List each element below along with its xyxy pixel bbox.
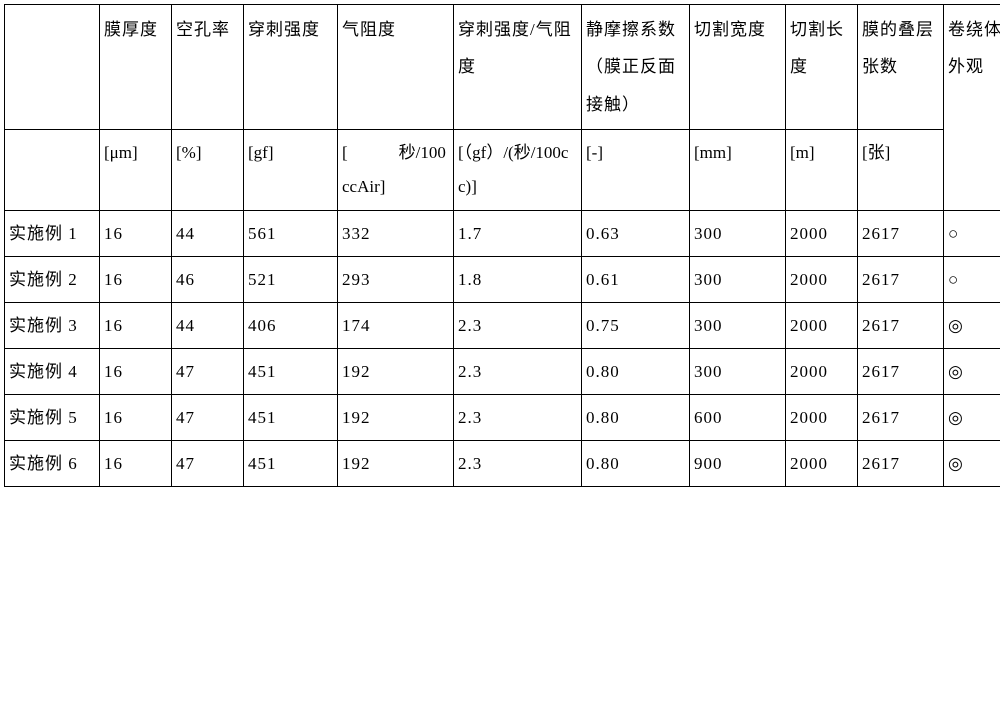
cell: 192 — [338, 441, 454, 487]
col-header-0 — [5, 5, 100, 130]
row-label: 实施例 2 — [5, 257, 100, 303]
cell: ◎ — [944, 303, 1000, 349]
col-unit-9: [张] — [858, 130, 944, 211]
cell: 2000 — [786, 211, 858, 257]
cell: 47 — [172, 395, 244, 441]
table-header-row: 膜厚度 空孔率 穿刺强度 气阻度 穿刺强度/气阻度 静摩擦系数（膜正反面接触） … — [5, 5, 1000, 130]
cell: 406 — [244, 303, 338, 349]
table-row: 实施例 6 16 47 451 192 2.3 0.80 900 2000 26… — [5, 441, 1000, 487]
cell: ○ — [944, 211, 1000, 257]
col-header-2: 空孔率 — [172, 5, 244, 130]
cell: 0.63 — [582, 211, 690, 257]
cell: 2.3 — [454, 303, 582, 349]
cell: 0.61 — [582, 257, 690, 303]
cell: 0.80 — [582, 441, 690, 487]
cell: 1.8 — [454, 257, 582, 303]
col-unit-0 — [5, 130, 100, 211]
cell: 44 — [172, 211, 244, 257]
cell: 1.7 — [454, 211, 582, 257]
cell: 174 — [338, 303, 454, 349]
cell: 0.80 — [582, 349, 690, 395]
table-row: 实施例 2 16 46 521 293 1.8 0.61 300 2000 26… — [5, 257, 1000, 303]
col-unit-4: [ 秒/100ccAir] — [338, 130, 454, 211]
cell: 2000 — [786, 303, 858, 349]
data-table: 膜厚度 空孔率 穿刺强度 气阻度 穿刺强度/气阻度 静摩擦系数（膜正反面接触） … — [4, 4, 1000, 487]
col-header-9: 膜的叠层张数 — [858, 5, 944, 130]
col-header-10: 卷绕体外观 — [944, 5, 1000, 211]
cell: 47 — [172, 349, 244, 395]
cell: ◎ — [944, 441, 1000, 487]
cell: 46 — [172, 257, 244, 303]
col-unit-1: [μm] — [100, 130, 172, 211]
cell: ◎ — [944, 395, 1000, 441]
cell: 2617 — [858, 349, 944, 395]
cell: 293 — [338, 257, 454, 303]
cell: 2617 — [858, 257, 944, 303]
col-unit-6: [-] — [582, 130, 690, 211]
col-header-5: 穿刺强度/气阻度 — [454, 5, 582, 130]
col-unit-5: [（gf）/(秒/100cc)] — [454, 130, 582, 211]
cell: 16 — [100, 303, 172, 349]
col-header-8: 切割长度 — [786, 5, 858, 130]
cell: ○ — [944, 257, 1000, 303]
cell: 47 — [172, 441, 244, 487]
row-label: 实施例 6 — [5, 441, 100, 487]
cell: 16 — [100, 441, 172, 487]
cell: 2000 — [786, 257, 858, 303]
cell: 2000 — [786, 349, 858, 395]
cell: 16 — [100, 349, 172, 395]
cell: 451 — [244, 349, 338, 395]
col-unit-2: [%] — [172, 130, 244, 211]
cell: 192 — [338, 395, 454, 441]
cell: ◎ — [944, 349, 1000, 395]
row-label: 实施例 3 — [5, 303, 100, 349]
cell: 2.3 — [454, 395, 582, 441]
cell: 451 — [244, 395, 338, 441]
cell: 2617 — [858, 441, 944, 487]
col-unit-7: [mm] — [690, 130, 786, 211]
cell: 451 — [244, 441, 338, 487]
row-label: 实施例 5 — [5, 395, 100, 441]
cell: 192 — [338, 349, 454, 395]
cell: 2617 — [858, 395, 944, 441]
cell: 2617 — [858, 211, 944, 257]
cell: 0.75 — [582, 303, 690, 349]
cell: 300 — [690, 349, 786, 395]
cell: 2.3 — [454, 349, 582, 395]
cell: 900 — [690, 441, 786, 487]
col-unit-8: [m] — [786, 130, 858, 211]
table-row: 实施例 4 16 47 451 192 2.3 0.80 300 2000 26… — [5, 349, 1000, 395]
cell: 521 — [244, 257, 338, 303]
table-row: 实施例 5 16 47 451 192 2.3 0.80 600 2000 26… — [5, 395, 1000, 441]
cell: 16 — [100, 395, 172, 441]
cell: 600 — [690, 395, 786, 441]
cell: 0.80 — [582, 395, 690, 441]
cell: 561 — [244, 211, 338, 257]
cell: 300 — [690, 303, 786, 349]
cell: 2617 — [858, 303, 944, 349]
cell: 44 — [172, 303, 244, 349]
col-header-6: 静摩擦系数（膜正反面接触） — [582, 5, 690, 130]
row-label: 实施例 4 — [5, 349, 100, 395]
cell: 2000 — [786, 395, 858, 441]
col-header-7: 切割宽度 — [690, 5, 786, 130]
cell: 332 — [338, 211, 454, 257]
col-header-1: 膜厚度 — [100, 5, 172, 130]
cell: 300 — [690, 211, 786, 257]
col-header-3: 穿刺强度 — [244, 5, 338, 130]
table-row: 实施例 1 16 44 561 332 1.7 0.63 300 2000 26… — [5, 211, 1000, 257]
table-units-row: [μm] [%] [gf] [ 秒/100ccAir] [（gf）/(秒/100… — [5, 130, 1000, 211]
cell: 2000 — [786, 441, 858, 487]
cell: 2.3 — [454, 441, 582, 487]
col-unit-3: [gf] — [244, 130, 338, 211]
row-label: 实施例 1 — [5, 211, 100, 257]
table-row: 实施例 3 16 44 406 174 2.3 0.75 300 2000 26… — [5, 303, 1000, 349]
cell: 16 — [100, 211, 172, 257]
cell: 16 — [100, 257, 172, 303]
cell: 300 — [690, 257, 786, 303]
col-header-4: 气阻度 — [338, 5, 454, 130]
